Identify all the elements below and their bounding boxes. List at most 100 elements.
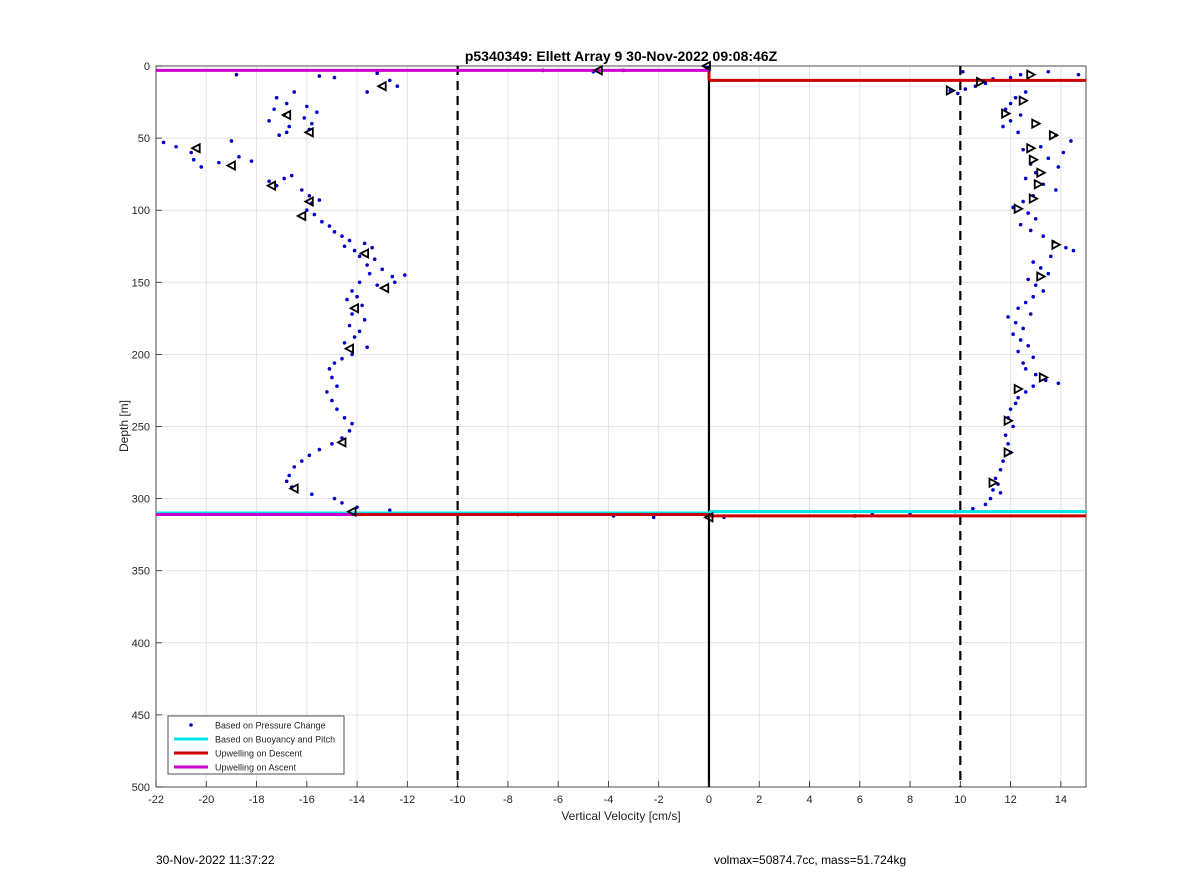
direction-marker bbox=[1003, 415, 1014, 427]
data-point bbox=[1038, 144, 1043, 149]
data-point bbox=[1008, 75, 1013, 80]
legend: Based on Pressure Change Based on Buoyanc… bbox=[167, 715, 345, 775]
data-point bbox=[998, 467, 1003, 472]
data-point bbox=[971, 506, 975, 511]
direction-marker bbox=[1048, 129, 1060, 141]
data-point bbox=[1069, 139, 1073, 143]
data-point bbox=[1008, 118, 1013, 123]
footer-timestamp: 30-Nov-2022 11:37:22 bbox=[156, 853, 275, 867]
direction-marker bbox=[336, 436, 347, 448]
data-point bbox=[1003, 433, 1008, 437]
y-tick-label: 50 bbox=[138, 133, 150, 145]
data-point bbox=[1046, 69, 1051, 74]
data-point bbox=[174, 144, 178, 149]
direction-marker bbox=[295, 210, 307, 222]
data-point bbox=[302, 116, 307, 120]
data-point bbox=[342, 244, 347, 249]
data-point bbox=[347, 238, 352, 243]
data-point bbox=[1033, 283, 1038, 287]
data-point bbox=[315, 110, 319, 114]
data-point bbox=[340, 234, 344, 238]
data-point bbox=[1031, 384, 1036, 388]
data-point bbox=[350, 421, 354, 426]
x-tick-label: 12 bbox=[1004, 794, 1016, 806]
direction-marker bbox=[1038, 371, 1050, 383]
data-point bbox=[1013, 320, 1018, 325]
data-point bbox=[317, 447, 322, 452]
data-point bbox=[1041, 289, 1046, 293]
data-point bbox=[1026, 277, 1030, 282]
legend-swatch bbox=[189, 723, 193, 727]
direction-marker bbox=[1018, 95, 1030, 107]
x-tick-label: -2 bbox=[654, 794, 664, 806]
data-point bbox=[370, 245, 374, 250]
x-tick-label: -10 bbox=[450, 794, 466, 806]
direction-marker bbox=[945, 85, 957, 97]
data-point bbox=[1016, 349, 1020, 354]
data-point bbox=[282, 176, 286, 181]
data-point bbox=[317, 198, 322, 202]
direction-marker bbox=[976, 76, 987, 88]
legend-label: Upwelling on Ascent bbox=[215, 763, 297, 773]
x-axis-label: Vertical Velocity [cm/s] bbox=[561, 809, 680, 823]
direction-marker bbox=[1028, 193, 1040, 205]
x-tick-label: -8 bbox=[503, 794, 513, 806]
data-point bbox=[1001, 459, 1005, 463]
direction-marker bbox=[348, 302, 359, 314]
direction-marker bbox=[303, 126, 314, 138]
data-point bbox=[998, 491, 1003, 495]
data-point bbox=[956, 91, 960, 96]
x-tick-label: -22 bbox=[148, 794, 164, 806]
data-point bbox=[1008, 407, 1013, 411]
data-point bbox=[317, 74, 322, 78]
data-point bbox=[1023, 390, 1028, 394]
data-point bbox=[332, 361, 337, 365]
data-point bbox=[327, 224, 332, 228]
data-point bbox=[1054, 188, 1058, 192]
y-tick-label: 250 bbox=[132, 422, 150, 434]
x-tick-label: -4 bbox=[604, 794, 614, 806]
direction-marker bbox=[700, 60, 711, 72]
data-point bbox=[360, 303, 364, 308]
direction-marker bbox=[190, 142, 201, 154]
x-tick-label: -12 bbox=[399, 794, 415, 806]
data-point bbox=[1006, 315, 1010, 319]
data-point bbox=[1018, 113, 1023, 117]
direction-marker bbox=[1013, 383, 1025, 395]
data-point bbox=[330, 398, 334, 403]
data-point bbox=[289, 173, 294, 178]
data-point bbox=[961, 69, 965, 74]
data-point bbox=[287, 473, 292, 478]
data-point bbox=[1028, 312, 1033, 316]
direction-marker bbox=[1031, 118, 1042, 130]
direction-marker bbox=[225, 159, 236, 171]
reference-lines bbox=[456, 66, 962, 787]
data-point bbox=[1021, 326, 1025, 331]
x-tick-label: -16 bbox=[299, 794, 315, 806]
x-tick-label: 14 bbox=[1055, 794, 1067, 806]
direction-marker bbox=[1013, 203, 1025, 215]
data-point bbox=[352, 248, 357, 253]
data-point bbox=[249, 159, 254, 163]
data-point bbox=[299, 459, 304, 463]
data-point bbox=[320, 219, 324, 224]
data-point bbox=[1023, 300, 1028, 305]
data-point bbox=[325, 390, 329, 394]
data-point bbox=[310, 121, 314, 126]
data-point bbox=[342, 341, 347, 345]
data-point bbox=[229, 139, 234, 143]
data-point bbox=[372, 257, 377, 262]
data-point bbox=[1061, 150, 1066, 155]
data-point bbox=[1076, 72, 1081, 77]
data-point bbox=[1023, 90, 1028, 94]
legend-box bbox=[167, 715, 345, 775]
direction-marker bbox=[1036, 271, 1047, 283]
data-point bbox=[267, 179, 271, 184]
x-tick-label: -14 bbox=[349, 794, 365, 806]
direction-marker bbox=[1003, 446, 1014, 458]
data-point bbox=[1071, 248, 1076, 253]
direction-marker bbox=[703, 511, 714, 523]
data-point bbox=[357, 329, 362, 334]
data-point bbox=[651, 515, 656, 520]
